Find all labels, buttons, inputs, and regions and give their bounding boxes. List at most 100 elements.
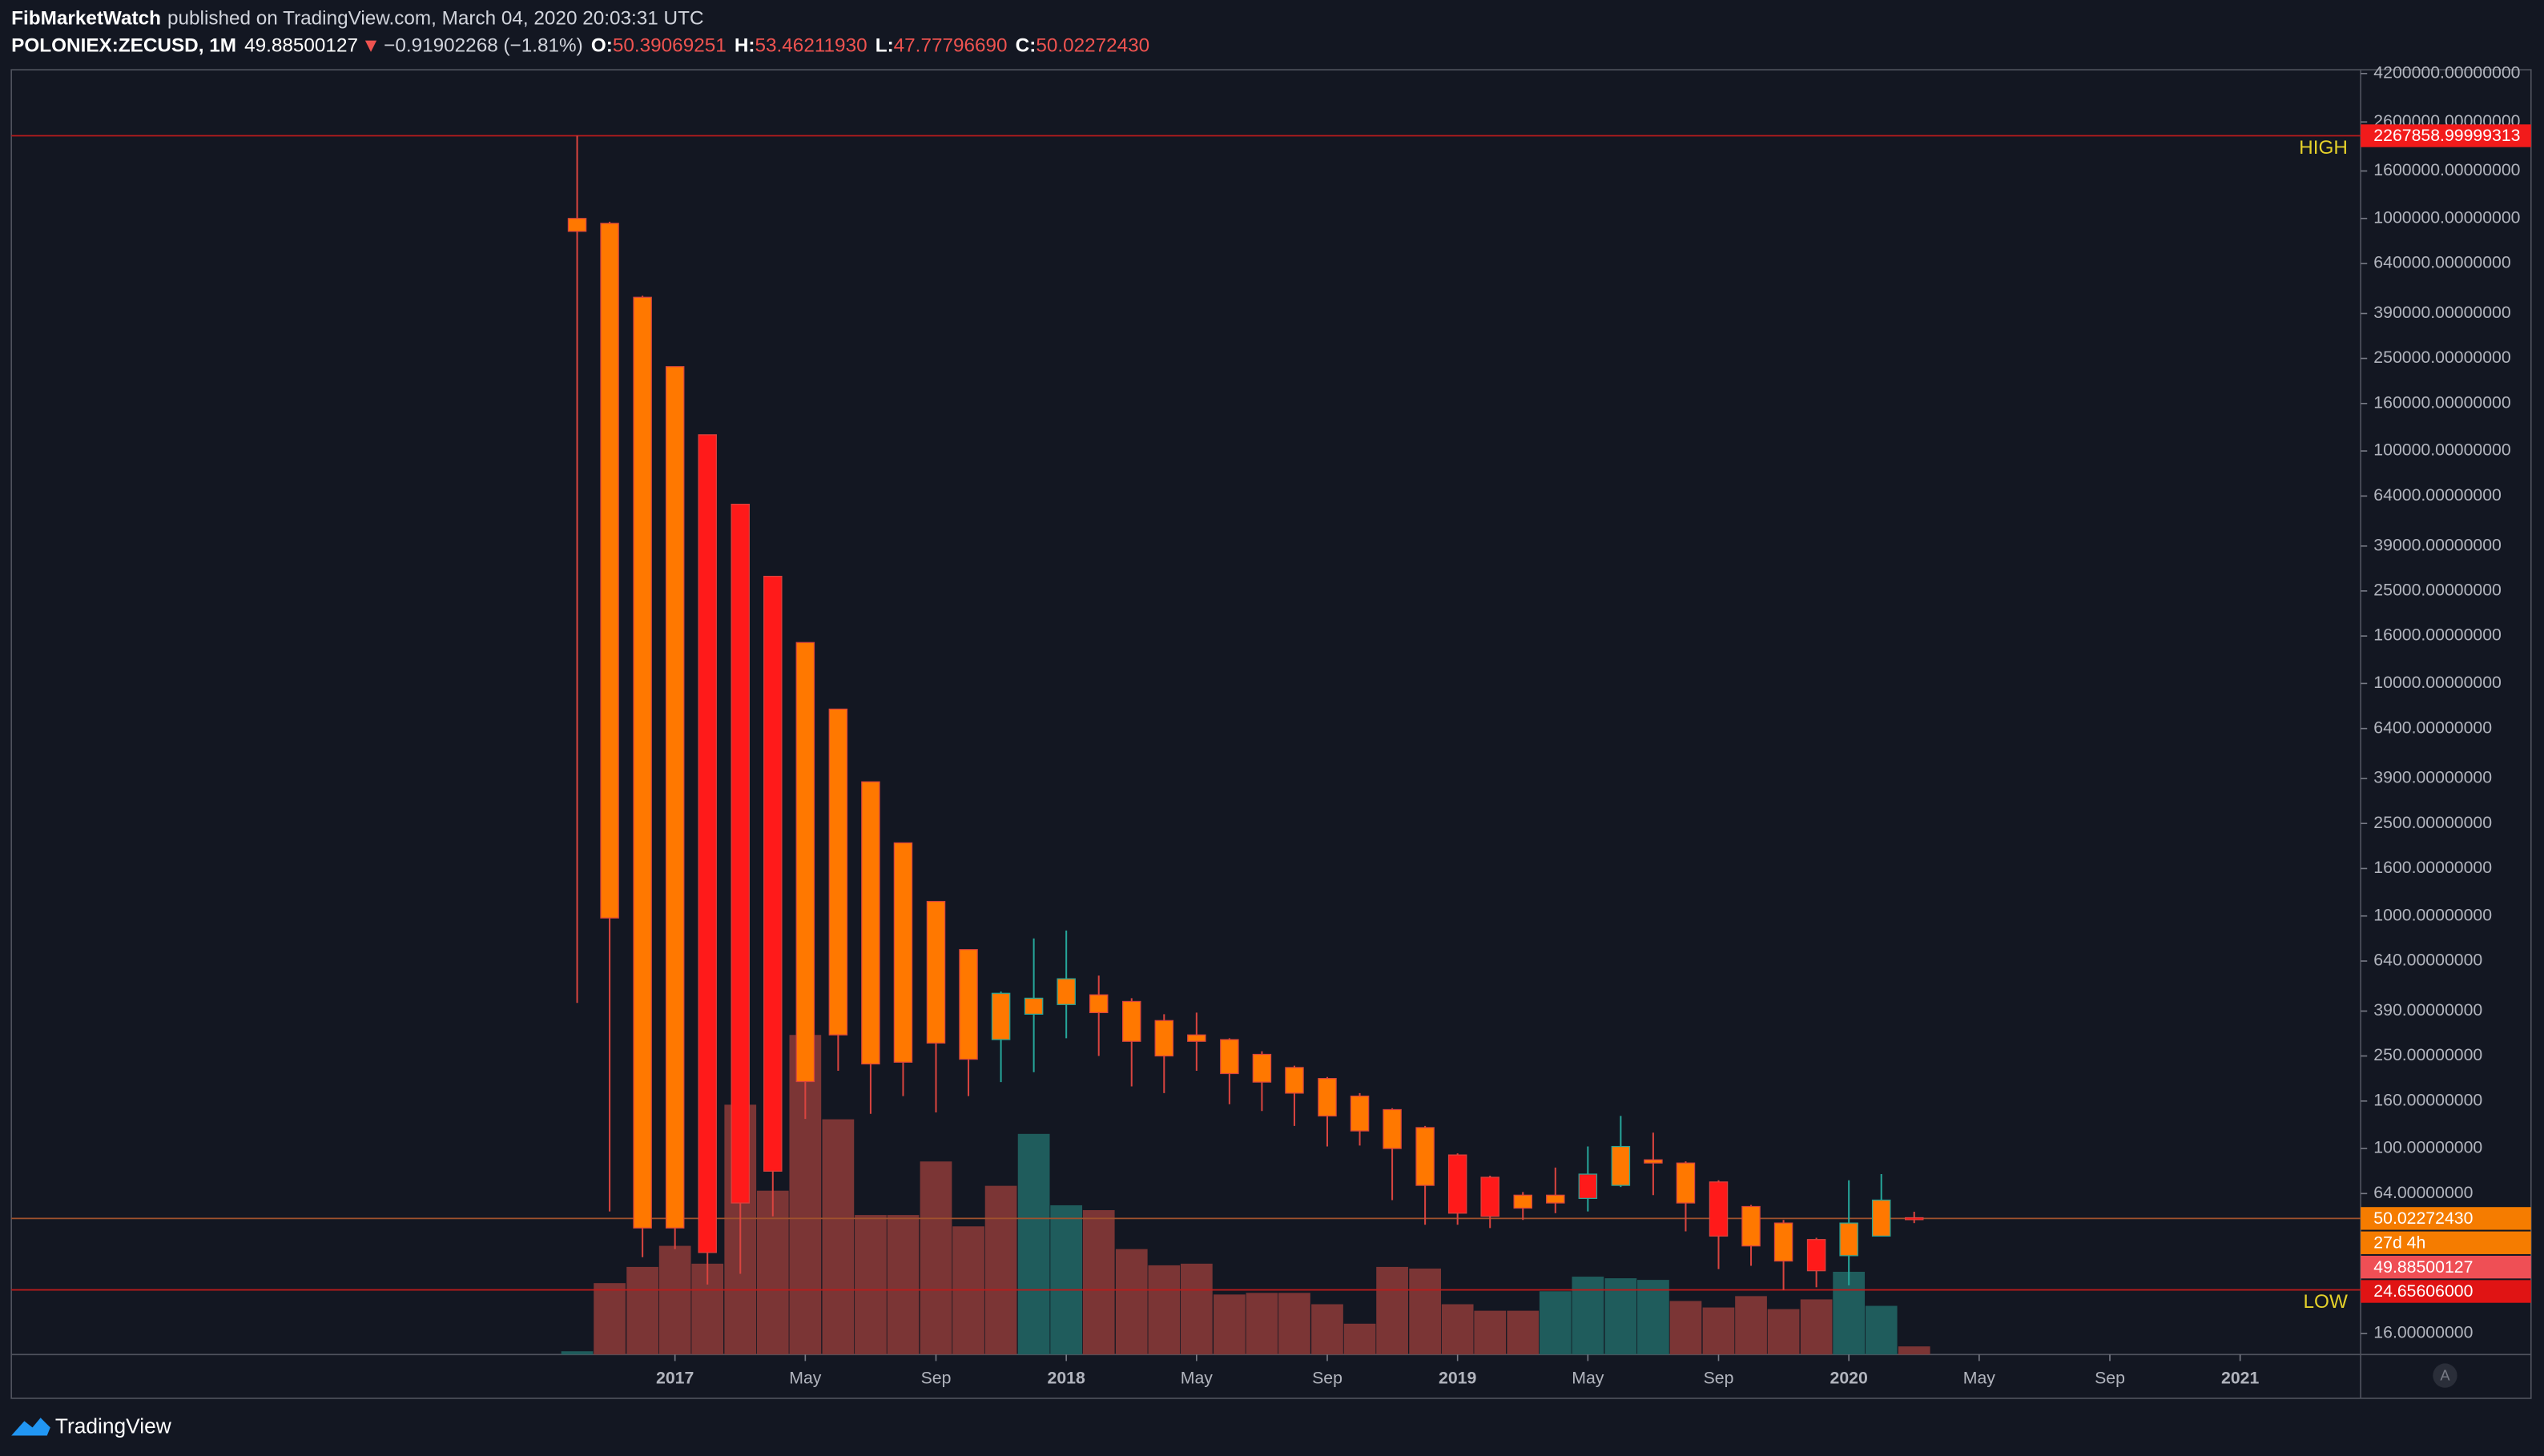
candle-body (1806, 1239, 1826, 1272)
candle-body (1611, 1145, 1631, 1186)
candle-body (1709, 1181, 1729, 1237)
x-tick-label: May (1572, 1368, 1604, 1387)
y-tick-label: 640000.00000000 (2373, 253, 2510, 272)
volume-bar (1214, 1294, 1246, 1355)
price-tag (2361, 1231, 2531, 1254)
y-tick-label: 39000.00000000 (2373, 535, 2502, 554)
candle-body (1578, 1173, 1598, 1199)
y-tick-label: 100000.00000000 (2373, 440, 2510, 460)
price-tag-label: 2267858.99999313 (2373, 126, 2520, 145)
y-tick-label: 100.00000000 (2373, 1138, 2482, 1157)
author: FibMarketWatch (11, 8, 161, 30)
volume-bar (1669, 1301, 1702, 1355)
symbol-line: POLONIEX:ZECUSD, 1M 49.88500127 ▼ −0.919022… (11, 35, 1149, 57)
volume-bar (658, 1245, 691, 1355)
h-label: H: (735, 35, 755, 57)
symbol: POLONIEX:ZECUSD, 1M (11, 35, 236, 57)
volume-bar (1148, 1265, 1181, 1355)
x-tick-label: Sep (921, 1368, 952, 1387)
volume-bar (1767, 1309, 1800, 1355)
price-tag-label: 27d 4h (2373, 1233, 2425, 1252)
candle-body (861, 781, 880, 1065)
y-tick-label: 390.00000000 (2373, 1000, 2482, 1020)
volume-bar (1539, 1291, 1572, 1355)
x-tick-label: Sep (1704, 1368, 1734, 1387)
candle-body (1121, 1000, 1141, 1042)
o-label: O: (591, 35, 613, 57)
badge-label[interactable]: A (2440, 1367, 2450, 1383)
candle-body (795, 642, 815, 1083)
volume-bar (561, 1351, 594, 1355)
candle-body (1383, 1108, 1402, 1149)
y-tick-label: 160000.00000000 (2373, 392, 2510, 412)
candle-body (1644, 1159, 1663, 1164)
high: 53.46211930 (755, 35, 867, 57)
candle-body (1546, 1194, 1565, 1204)
price-line-label: HIGH (2299, 137, 2348, 159)
volume-bar (1898, 1346, 1930, 1355)
volume-bar (1572, 1277, 1604, 1355)
price-tag (2361, 1280, 2531, 1303)
y-tick-label: 1600000.00000000 (2373, 160, 2520, 179)
volume-bar (984, 1185, 1017, 1355)
y-tick-label: 3900.00000000 (2373, 768, 2492, 787)
volume-bar (1604, 1278, 1637, 1355)
volume-bar (1050, 1205, 1083, 1355)
y-tick-label: 1000000.00000000 (2373, 207, 2520, 227)
x-tick-label: May (1181, 1368, 1214, 1387)
brand: TradingView (55, 1414, 172, 1438)
candle-body (1089, 994, 1109, 1014)
candle-body (1773, 1222, 1793, 1262)
candle-body (991, 992, 1011, 1040)
x-tick-label: May (789, 1368, 822, 1387)
c-label: C: (1016, 35, 1037, 57)
y-tick-label: 1000.00000000 (2373, 905, 2492, 924)
y-tick-label: 640.00000000 (2373, 951, 2482, 970)
candle-body (1415, 1127, 1435, 1186)
candle-body (1447, 1154, 1467, 1214)
price-tag (2361, 1255, 2531, 1279)
header-line: FibMarketWatch published on TradingView.c… (11, 8, 703, 30)
low: 47.77796690 (894, 35, 1008, 57)
volume-bar (1637, 1280, 1669, 1355)
y-tick-label: 16000.00000000 (2373, 625, 2502, 645)
candle-body (1252, 1053, 1272, 1083)
logo-icon (11, 1418, 50, 1436)
published: published on TradingView.com, March 04, … (167, 8, 703, 30)
volume-bar (1702, 1307, 1735, 1355)
volume-bar (1343, 1323, 1376, 1355)
last-price: 49.88500127 (244, 35, 358, 57)
candle-body (1839, 1222, 1858, 1257)
y-tick-label: 390000.00000000 (2373, 303, 2510, 322)
volume-bar (1800, 1299, 1833, 1355)
y-tick-label: 64000.00000000 (2373, 485, 2502, 505)
candle-body (1513, 1194, 1532, 1209)
y-tick-label: 4200000.00000000 (2373, 62, 2520, 82)
close: 50.02272430 (1036, 35, 1149, 57)
volume-bar (920, 1161, 952, 1355)
volume-bar (855, 1215, 887, 1355)
candle-body (731, 503, 750, 1204)
candle-body (600, 223, 619, 919)
auto-scale-badge[interactable] (2433, 1363, 2457, 1388)
candle-body (1024, 997, 1044, 1015)
candle-body (959, 949, 978, 1060)
volume-bar (822, 1119, 855, 1355)
y-tick-label: 64.00000000 (2373, 1183, 2473, 1202)
volume-bar (1246, 1293, 1278, 1355)
price-tag-label: 50.02272430 (2373, 1209, 2473, 1228)
pane-border (10, 69, 2532, 1399)
volume-bar (1507, 1310, 1540, 1355)
y-tick-label: 1600.00000000 (2373, 858, 2492, 877)
y-tick-label: 250.00000000 (2373, 1045, 2482, 1064)
y-tick-label: 16.00000000 (2373, 1323, 2473, 1342)
candle-body (1057, 978, 1076, 1005)
candle-body (567, 218, 587, 232)
plot-layer: HIGH LOW (11, 135, 2361, 1313)
price-tag-label: 24.65606000 (2373, 1281, 2473, 1301)
price-tag (2361, 124, 2531, 147)
candle-body (1871, 1199, 1891, 1237)
volume-bar (1409, 1268, 1441, 1355)
volume-bar (1278, 1293, 1310, 1355)
